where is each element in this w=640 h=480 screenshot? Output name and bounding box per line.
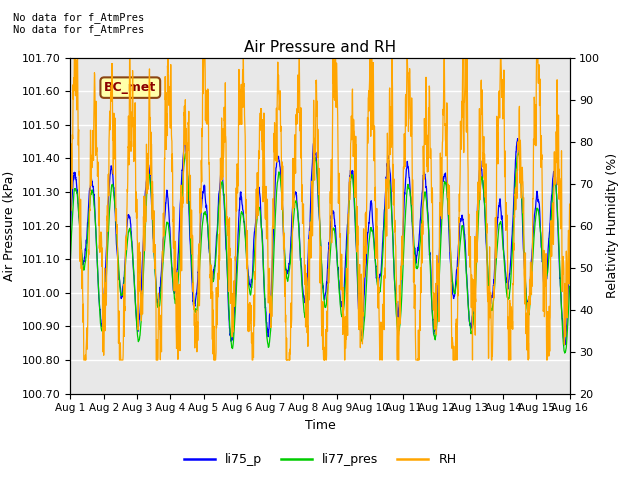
li77_pres — [465, 306, 472, 312]
RH — [70, 55, 78, 60]
li75_p — [205, 251, 213, 256]
RH — [465, 252, 473, 258]
li77_pres — [522, 283, 529, 289]
RH — [335, 200, 342, 206]
Line: RH: RH — [70, 58, 570, 360]
li75_p — [514, 136, 522, 142]
li77_pres — [205, 251, 213, 257]
Y-axis label: Relativity Humidity (%): Relativity Humidity (%) — [606, 153, 619, 298]
li77_pres — [515, 150, 523, 156]
li77_pres — [536, 219, 543, 225]
RH — [67, 198, 74, 204]
RH — [566, 201, 573, 207]
li77_pres — [345, 208, 353, 214]
Text: BC_met: BC_met — [104, 81, 156, 94]
li75_p — [566, 254, 573, 260]
li75_p — [561, 342, 568, 348]
Y-axis label: Air Pressure (kPa): Air Pressure (kPa) — [3, 170, 17, 281]
RH — [346, 180, 353, 186]
Line: li75_p: li75_p — [70, 139, 570, 345]
Legend: li75_p, li77_pres, RH: li75_p, li77_pres, RH — [179, 448, 461, 471]
X-axis label: Time: Time — [305, 419, 335, 432]
Text: No data for f_AtmPres
No data for f_AtmPres: No data for f_AtmPres No data for f_AtmP… — [13, 12, 144, 36]
li75_p — [522, 285, 529, 291]
li75_p — [465, 308, 472, 313]
li77_pres — [561, 350, 568, 356]
li77_pres — [566, 284, 573, 289]
li75_p — [67, 226, 74, 232]
li75_p — [334, 264, 342, 270]
Line: li77_pres: li77_pres — [70, 153, 570, 353]
RH — [522, 331, 530, 336]
RH — [206, 275, 214, 281]
li77_pres — [67, 257, 74, 263]
li75_p — [345, 195, 353, 201]
RH — [80, 357, 88, 363]
li77_pres — [334, 268, 342, 274]
li75_p — [536, 205, 543, 211]
Title: Air Pressure and RH: Air Pressure and RH — [244, 40, 396, 55]
RH — [536, 85, 543, 91]
